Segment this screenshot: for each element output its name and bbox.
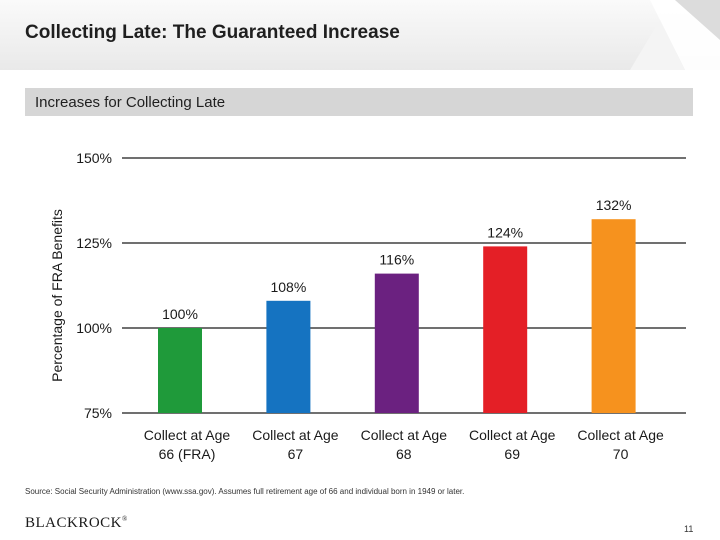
x-category-label: Collect at Age — [577, 427, 664, 443]
x-category-label: 70 — [613, 446, 629, 462]
y-axis-title: Percentage of FRA Benefits — [49, 209, 65, 382]
bar — [591, 219, 636, 413]
y-tick-label: 100% — [76, 320, 112, 336]
slide-title: Collecting Late: The Guaranteed Increase — [25, 22, 400, 43]
x-category-label: Collect at Age — [144, 427, 231, 443]
bar — [266, 300, 311, 413]
y-tick-label: 150% — [76, 150, 112, 166]
chart-subtitle: Increases for Collecting Late — [35, 94, 226, 111]
y-tick-label: 75% — [84, 405, 112, 421]
bar — [374, 273, 419, 413]
blackrock-logo: BLACKROCK® — [25, 515, 128, 532]
logo-text: BLACKROCK — [25, 515, 123, 531]
x-category-label: 66 (FRA) — [159, 446, 216, 462]
data-label: 108% — [270, 279, 306, 295]
y-tick-label: 125% — [76, 235, 112, 251]
x-category-label: Collect at Age — [252, 427, 339, 443]
decorative-facets — [630, 0, 720, 70]
data-label: 116% — [379, 252, 414, 268]
data-label: 124% — [487, 224, 523, 240]
bar — [483, 246, 528, 413]
subtitle-bar: Increases for Collecting Late — [25, 88, 693, 116]
page-number: 11 — [684, 524, 694, 534]
x-category-label: Collect at Age — [361, 427, 448, 443]
bar — [158, 328, 202, 413]
source-note: Source: Social Security Administration (… — [25, 487, 465, 496]
x-category-label: Collect at Age — [469, 427, 556, 443]
data-label: 100% — [162, 306, 198, 322]
header-band: Collecting Late: The Guaranteed Increase — [0, 0, 720, 70]
x-category-label: 69 — [504, 446, 520, 462]
x-category-label: 68 — [396, 446, 412, 462]
x-category-label: 67 — [288, 446, 304, 462]
data-label: 132% — [596, 197, 632, 213]
registered-mark: ® — [122, 515, 128, 523]
